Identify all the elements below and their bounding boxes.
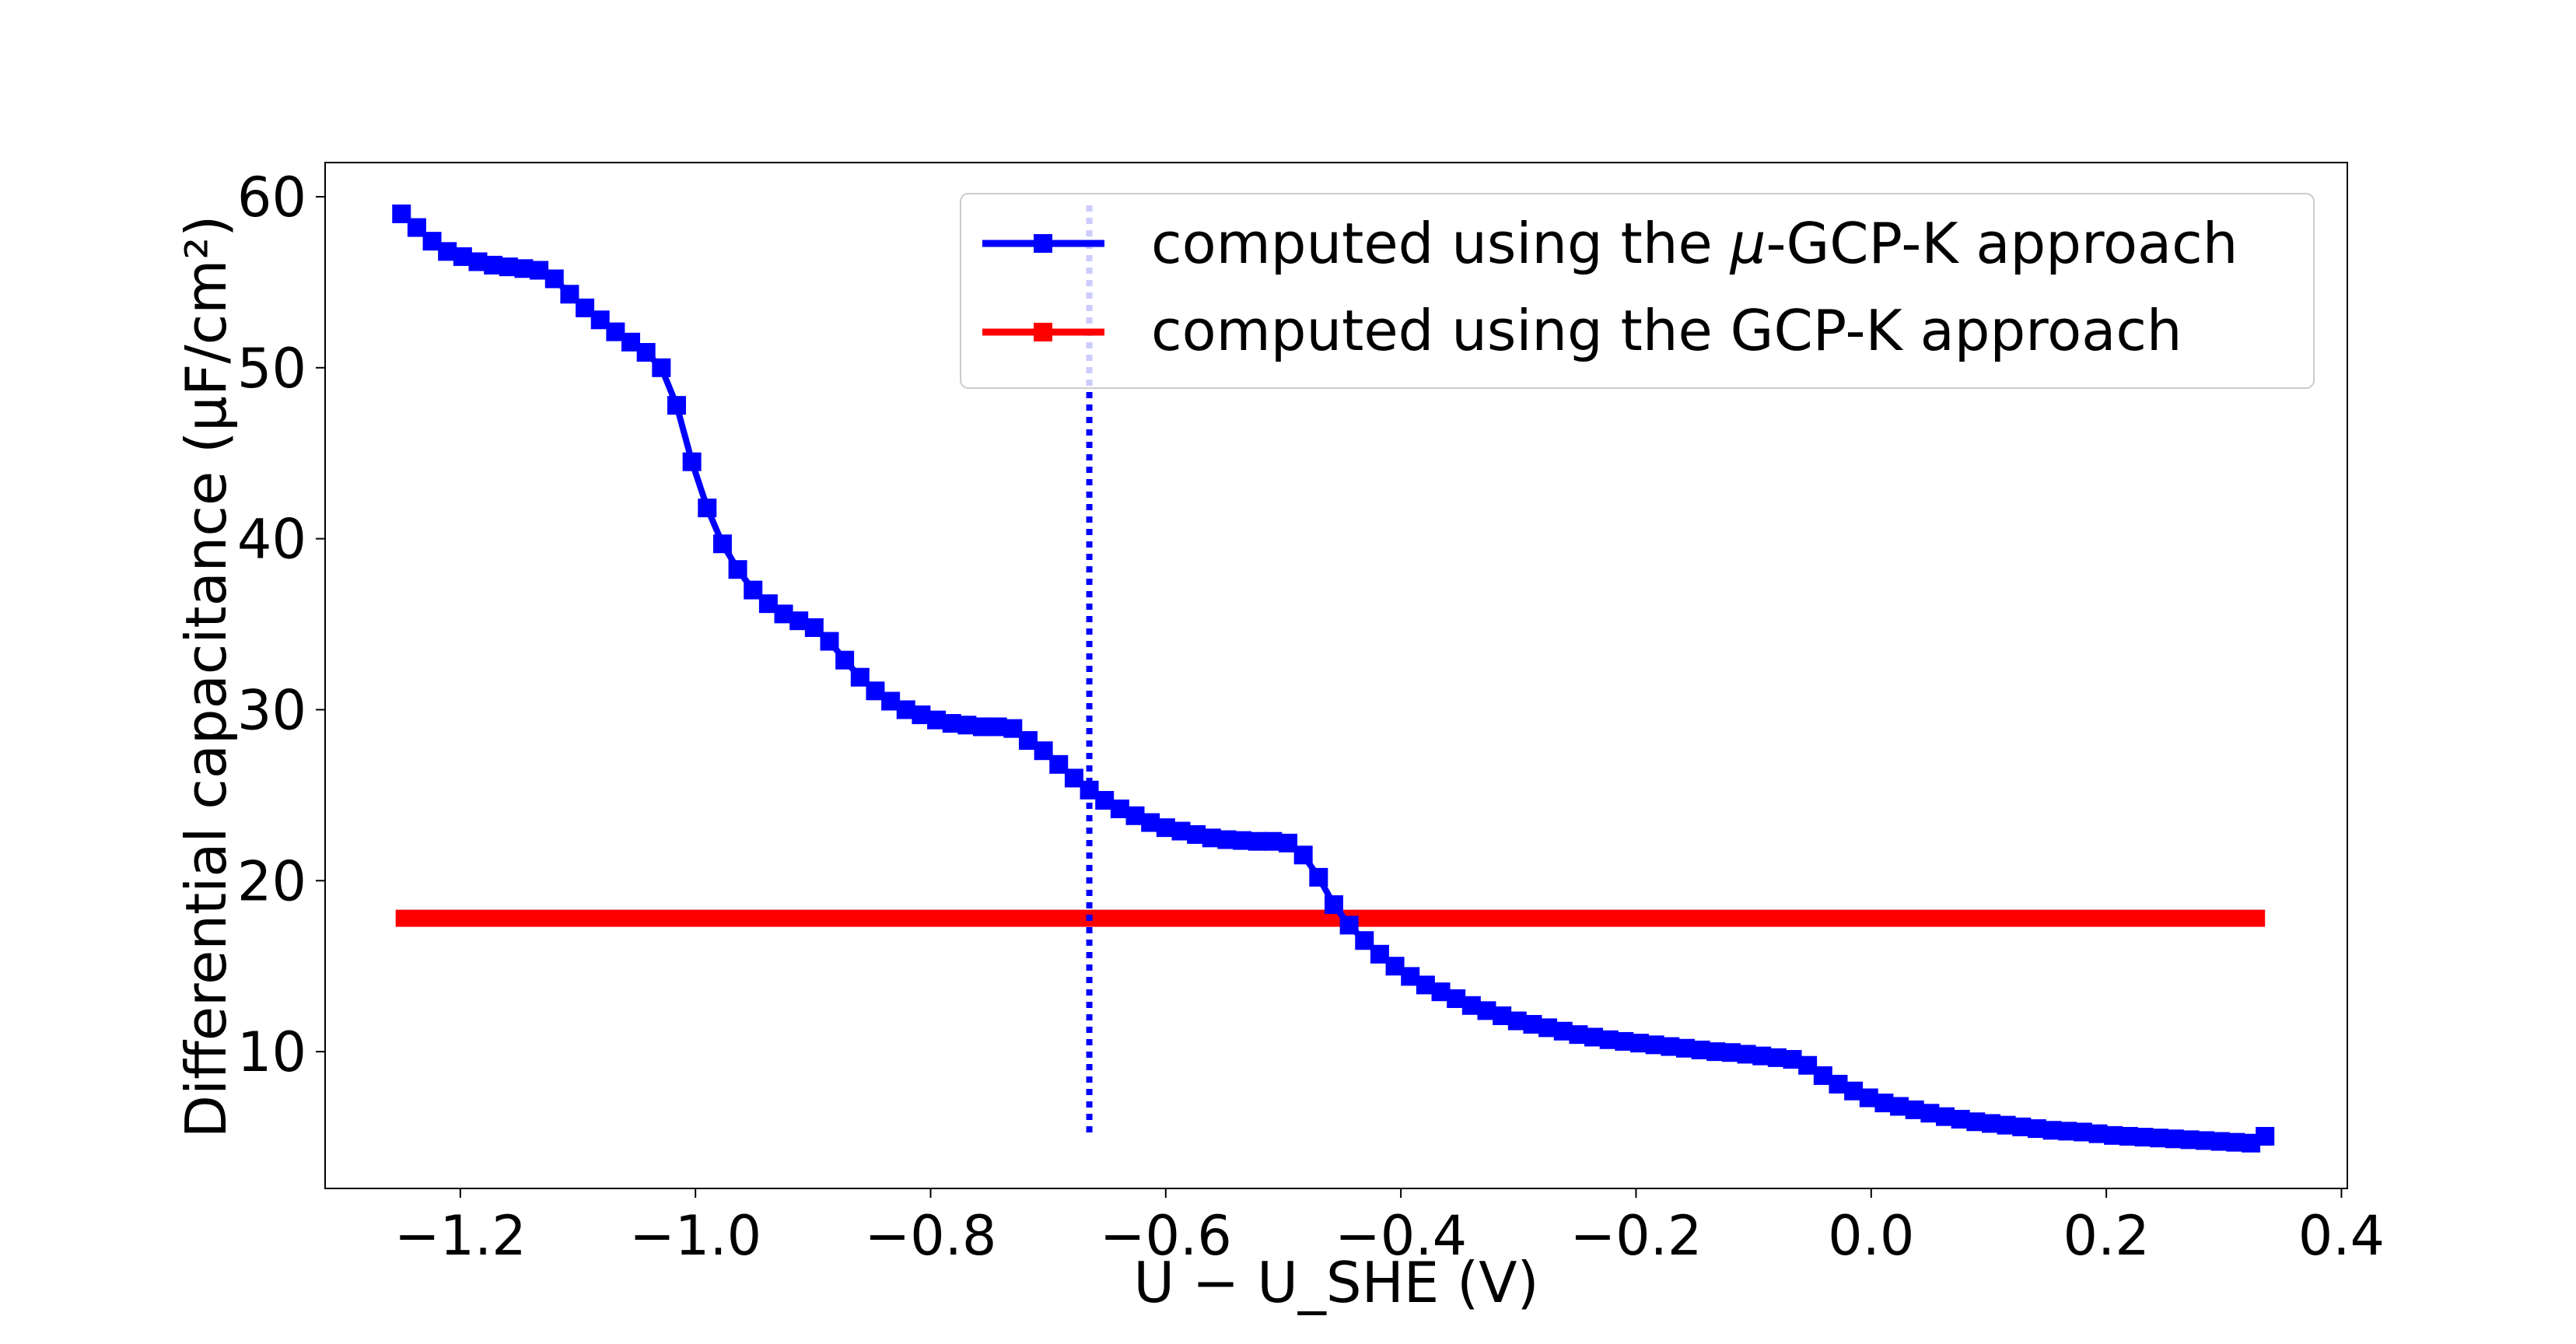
series-mu-gcp-k-point	[1293, 845, 1313, 865]
series-mu-gcp-k-point	[728, 560, 747, 579]
series-mu-gcp-k-point	[682, 452, 702, 471]
legend-swatch-marker-gcp-k	[1034, 323, 1052, 341]
y-tick-label: 40	[237, 508, 306, 572]
x-tick-label: −0.4	[1335, 1204, 1467, 1268]
x-tick-label: −1.2	[394, 1204, 527, 1268]
plot-content	[392, 204, 2275, 1153]
y-axis-title: Differential capacitance (μF/cm²)	[173, 215, 239, 1139]
y-tick-label: 20	[237, 849, 306, 913]
series-mu-gcp-k-point	[1324, 895, 1343, 915]
y-axis-ticks: 10 20 30 40 50 60	[237, 166, 325, 1084]
legend-box	[960, 193, 2315, 389]
series-mu-gcp-k-point	[1095, 790, 1115, 810]
series-mu-gcp-k-point	[1584, 1027, 1604, 1047]
plot-area	[324, 162, 2348, 1189]
series-mu-gcp-k-point	[820, 632, 839, 651]
legend-label-mu-gcp-k: computed using the μ-GCP-K approach	[1151, 211, 2238, 276]
series-mu-gcp-k-point	[2256, 1126, 2275, 1146]
series-mu-gcp-k-point	[1309, 867, 1328, 887]
series-mu-gcp-k-point	[652, 358, 671, 377]
x-tick-label: −0.2	[1570, 1204, 1702, 1268]
x-tick-label: 0.2	[2063, 1204, 2149, 1268]
y-tick-label: 60	[237, 166, 306, 229]
legend-swatch-marker-mu-gcp-k	[1034, 234, 1052, 253]
x-axis-ticks: −1.2 −1.0 −0.8 −0.6 −0.4 −0.2 0.0 0.2 0.4	[394, 1188, 2385, 1268]
y-tick-label: 50	[237, 337, 306, 401]
x-tick-label: 0.0	[1828, 1204, 1914, 1268]
series-mu-gcp-k-point	[712, 534, 732, 554]
x-tick-label: 0.4	[2298, 1204, 2385, 1268]
legend-label-gcp-k: computed using the GCP-K approach	[1151, 298, 2182, 363]
series-mu-gcp-k-point	[698, 499, 717, 518]
y-tick-label: 10	[237, 1020, 306, 1084]
x-tick-label: −0.6	[1100, 1204, 1232, 1268]
legend: computed using the μ-GCP-K approach comp…	[960, 193, 2315, 389]
series-mu-gcp-k-point	[835, 650, 855, 670]
y-tick-label: 30	[237, 678, 306, 742]
x-tick-label: −1.0	[629, 1204, 761, 1268]
series-mu-gcp-k-point	[667, 396, 686, 415]
x-tick-label: −0.8	[864, 1204, 996, 1268]
x-axis-title: U − U_SHE (V)	[1133, 1250, 1538, 1315]
